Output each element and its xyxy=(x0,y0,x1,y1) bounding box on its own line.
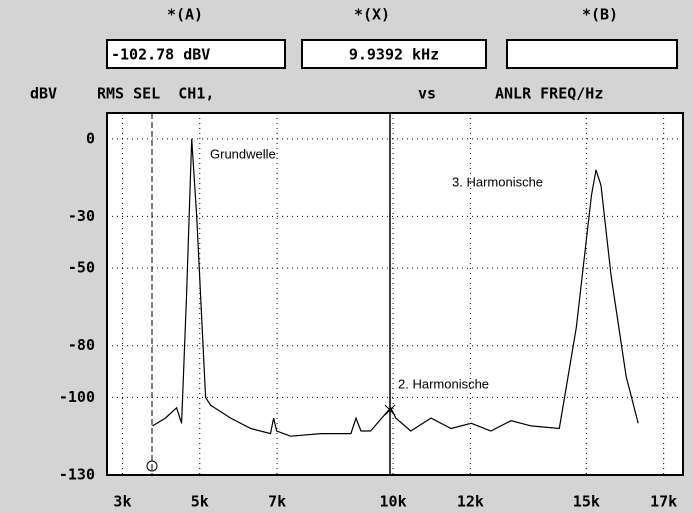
y-tick-label: -130 xyxy=(59,466,95,484)
x-tick-label: 7k xyxy=(268,493,286,511)
x-tick-label: 15k xyxy=(573,493,600,511)
x-axis-info: ANLR FREQ/Hz xyxy=(495,85,603,103)
cursor-a-marker xyxy=(146,460,158,472)
y-tick-label: -30 xyxy=(68,207,95,225)
y-axis-label: dBV xyxy=(30,85,57,103)
y-tick-label: -80 xyxy=(68,336,95,354)
cursor-a-label: *(A) xyxy=(167,6,203,24)
x-tick-label: 5k xyxy=(191,493,209,511)
x-tick-label: 3k xyxy=(113,493,131,511)
y-tick-label: -100 xyxy=(59,388,95,406)
annotation: Grundwelle xyxy=(210,146,276,161)
channel-info: RMS SEL CH1, xyxy=(97,85,214,103)
x-tick-label: 10k xyxy=(380,493,407,511)
vs-label: vs xyxy=(418,85,436,103)
readout-a-box xyxy=(106,39,286,69)
trace xyxy=(152,138,639,437)
y-tick-label: 0 xyxy=(86,129,95,147)
annotation: 2. Harmonische xyxy=(398,376,489,391)
readout-x: 9.9392 kHz xyxy=(349,46,439,64)
y-tick-label: -50 xyxy=(68,259,95,277)
readout-x-box xyxy=(301,39,487,69)
annotation: 3. Harmonische xyxy=(452,174,543,189)
readout-b-box xyxy=(506,39,678,69)
cursor-x-label: *(X) xyxy=(354,6,390,24)
readout-a: -102.78 dBV xyxy=(111,46,210,64)
x-tick-label: 17k xyxy=(650,493,677,511)
cursor-b-label: *(B) xyxy=(582,6,618,24)
x-tick-label: 12k xyxy=(457,493,484,511)
